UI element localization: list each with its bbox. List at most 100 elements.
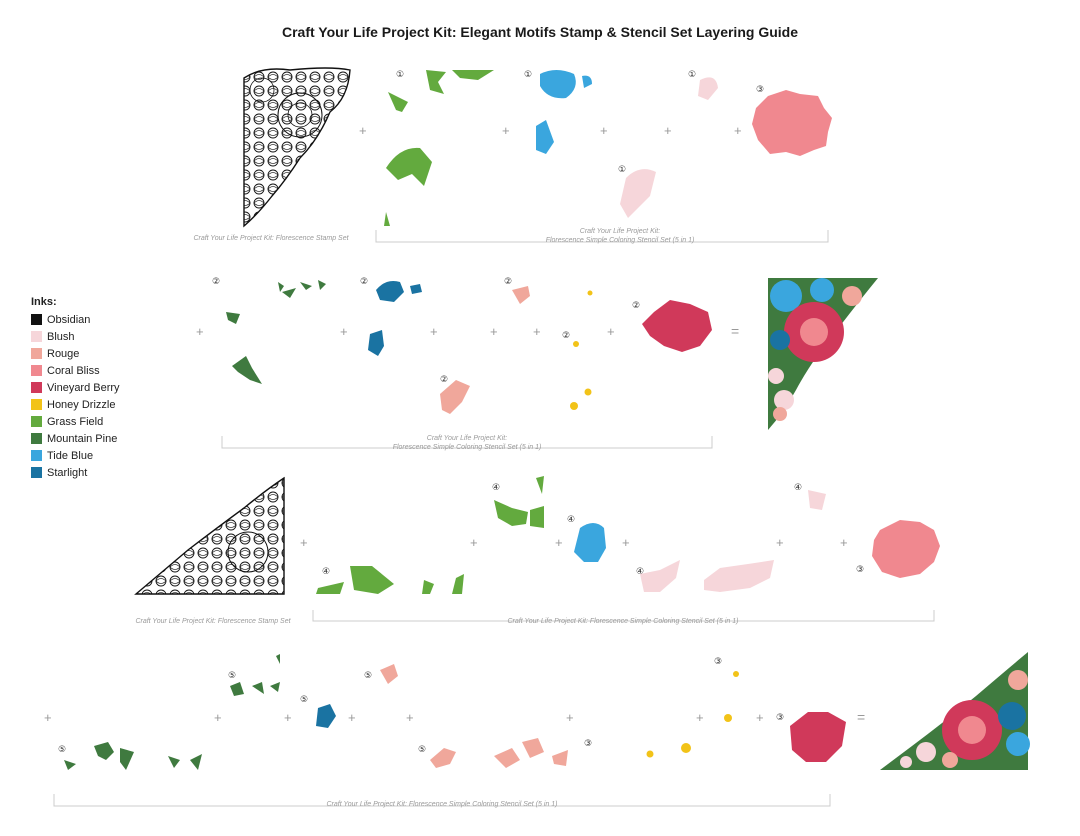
- legend-item: Blush: [31, 328, 120, 345]
- svg-text:+: +: [406, 710, 414, 725]
- svg-text:+: +: [284, 710, 292, 725]
- legend-swatch: [31, 314, 42, 325]
- row4-stencil-caption: Craft Your Life Project Kit: Florescence…: [326, 801, 558, 808]
- stencil-honey-drizzle: [587, 290, 593, 296]
- row-2: + ② + ② + + ② ② + ② + ② =: [196, 276, 878, 449]
- svg-text:②: ②: [360, 276, 368, 286]
- stencil-coral-bliss: [752, 90, 832, 156]
- svg-text:+: +: [622, 535, 630, 550]
- svg-text:+: +: [756, 710, 764, 725]
- legend-item: Mountain Pine: [31, 430, 120, 447]
- row-3: + ④ ④ + ④ + + ④ ④ + + ③: [134, 476, 940, 622]
- svg-text:+: +: [533, 324, 541, 339]
- ink-legend: Inks: Obsidian Blush Rouge Coral Bliss Viney…: [31, 296, 120, 481]
- plus-sign: +: [359, 123, 367, 138]
- row3-stamp-lineart: [134, 476, 285, 595]
- svg-text:+: +: [840, 535, 848, 550]
- svg-text:①: ①: [688, 69, 696, 79]
- svg-text:②: ②: [504, 276, 512, 286]
- svg-text:+: +: [300, 535, 308, 550]
- legend-label: Coral Bliss: [47, 364, 100, 377]
- row1-stamp-lineart: [243, 67, 351, 228]
- stencil-starlight: [316, 704, 336, 728]
- svg-text:⑤: ⑤: [228, 670, 236, 680]
- legend-label: Mountain Pine: [47, 432, 118, 445]
- legend-label: Tide Blue: [47, 449, 94, 462]
- svg-text:①: ①: [396, 69, 404, 79]
- legend-swatch: [31, 331, 42, 342]
- stencil-grass-field: [388, 92, 408, 112]
- legend-swatch: [31, 399, 42, 410]
- row1-stencil-caption-line1: Craft Your Life Project Kit:: [579, 228, 661, 235]
- stencil-rouge: [512, 286, 530, 304]
- legend-swatch: [31, 433, 42, 444]
- row-1: + ① + ① + + ① ① + ③: [243, 67, 832, 243]
- row3-stencil-caption: Craft Your Life Project Kit: Florescence…: [507, 618, 739, 625]
- row3-stamp-caption: Craft Your Life Project Kit: Florescence…: [135, 618, 291, 625]
- svg-text:④: ④: [492, 482, 500, 492]
- svg-text:①: ①: [618, 164, 626, 174]
- svg-text:+: +: [196, 324, 204, 339]
- row2-stencil-caption-line1: Craft Your Life Project Kit:: [426, 435, 508, 442]
- svg-text:③: ③: [776, 712, 784, 722]
- svg-text:④: ④: [322, 566, 330, 576]
- stencil-blush: [640, 560, 680, 592]
- legend-swatch: [31, 382, 42, 393]
- stencil-honey-drizzle: [646, 750, 654, 758]
- legend-item: Starlight: [31, 464, 120, 481]
- legend-title: Inks:: [31, 296, 57, 308]
- svg-text:④: ④: [636, 566, 644, 576]
- legend-item: Tide Blue: [31, 447, 120, 464]
- svg-text:+: +: [555, 535, 563, 550]
- svg-text:=: =: [857, 709, 865, 725]
- svg-text:+: +: [600, 123, 608, 138]
- legend-swatch: [31, 416, 42, 427]
- legend-item: Vineyard Berry: [31, 379, 120, 396]
- svg-text:③: ③: [584, 738, 592, 748]
- svg-text:④: ④: [794, 482, 802, 492]
- row1-stencil-caption: Craft Your Life Project Kit: Florescence…: [500, 227, 740, 245]
- svg-text:②: ②: [212, 276, 220, 286]
- svg-text:③: ③: [756, 84, 764, 94]
- svg-text:⑤: ⑤: [364, 670, 372, 680]
- svg-text:⑤: ⑤: [58, 744, 66, 754]
- row1-stencil-caption-line2: Florescence Simple Coloring Stencil Set …: [545, 237, 695, 244]
- legend-swatch: [31, 467, 42, 478]
- svg-text:+: +: [214, 710, 222, 725]
- legend-swatch: [31, 365, 42, 376]
- svg-text:+: +: [566, 710, 574, 725]
- svg-text:②: ②: [440, 374, 448, 384]
- legend-swatch: [31, 450, 42, 461]
- stencil-vineyard-berry: [642, 300, 712, 352]
- svg-text:②: ②: [632, 300, 640, 310]
- finished-corner-2: [880, 652, 1030, 770]
- legend-label: Blush: [47, 330, 75, 343]
- svg-text:③: ③: [714, 656, 722, 666]
- svg-text:⑤: ⑤: [418, 744, 426, 754]
- stencil-mountain-pine: [64, 742, 202, 770]
- legend-swatch: [31, 348, 42, 359]
- svg-text:+: +: [607, 324, 615, 339]
- page-title: Craft Your Life Project Kit: Elegant Mot…: [281, 24, 798, 40]
- svg-text:②: ②: [562, 330, 570, 340]
- svg-text:=: =: [731, 323, 739, 339]
- svg-text:⑤: ⑤: [300, 694, 308, 704]
- svg-text:+: +: [502, 123, 510, 138]
- legend-label: Vineyard Berry: [47, 381, 120, 394]
- stencil-vineyard-berry: [790, 712, 846, 762]
- svg-text:③: ③: [856, 564, 864, 574]
- stencil-tide-blue: [540, 70, 576, 99]
- svg-text:+: +: [430, 324, 438, 339]
- legend-item: Rouge: [31, 345, 120, 362]
- stencil-blush: [698, 77, 718, 100]
- svg-text:+: +: [776, 535, 784, 550]
- svg-text:+: +: [340, 324, 348, 339]
- stencil-coral-bliss: [872, 520, 940, 578]
- legend-item: Grass Field: [31, 413, 120, 430]
- row1-stamp-caption: Craft Your Life Project Kit: Florescence…: [193, 235, 349, 242]
- stencil-tide-blue: [574, 523, 606, 562]
- stencil-grass-field: [316, 582, 344, 594]
- svg-text:+: +: [664, 123, 672, 138]
- legend-label: Grass Field: [47, 415, 104, 428]
